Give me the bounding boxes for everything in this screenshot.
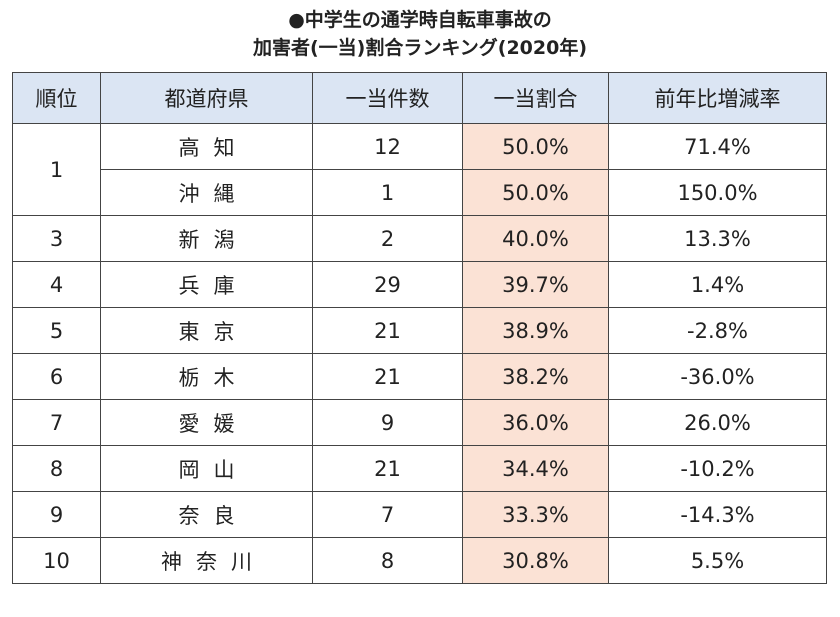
table-row: 4 兵庫 29 39.7% 1.4% (12, 261, 827, 308)
rank-cell: 1 (12, 123, 101, 216)
ratio-cell: 38.2% (462, 353, 609, 400)
change-cell: 150.0% (608, 169, 827, 216)
count-cell: 7 (312, 491, 463, 538)
change-cell: 71.4% (608, 123, 827, 170)
rank-cell: 6 (12, 353, 101, 400)
prefecture-cell: 沖縄 (100, 169, 313, 216)
count-cell: 1 (312, 169, 463, 216)
table-row: 9 奈良 7 33.3% -14.3% (12, 491, 827, 538)
count-cell: 2 (312, 215, 463, 262)
header-rank: 順位 (12, 72, 101, 124)
table-row: 8 岡山 21 34.4% -10.2% (12, 445, 827, 492)
title-line-2: 加害者(一当)割合ランキング(2020年) (252, 37, 588, 59)
change-cell: 13.3% (608, 215, 827, 262)
table-row: 3 新潟 2 40.0% 13.3% (12, 215, 827, 262)
table-row: 6 栃木 21 38.2% -36.0% (12, 353, 827, 400)
count-cell: 12 (312, 123, 463, 170)
title-line-1: ●中学生の通学時自転車事故の (288, 9, 552, 31)
prefecture-cell: 神奈川 (100, 537, 313, 584)
change-cell: -36.0% (608, 353, 827, 400)
rank-cell: 8 (12, 445, 101, 492)
count-cell: 21 (312, 445, 463, 492)
count-cell: 21 (312, 353, 463, 400)
ratio-cell: 40.0% (462, 215, 609, 262)
header-count: 一当件数 (312, 72, 463, 124)
table-header-row: 順位 都道府県 一当件数 一当割合 前年比増減率 (12, 72, 827, 124)
rank-cell: 9 (12, 491, 101, 538)
prefecture-cell: 岡山 (100, 445, 313, 492)
prefecture-cell: 栃木 (100, 353, 313, 400)
header-change: 前年比増減率 (608, 72, 827, 124)
table-row: 1 高知 12 50.0% 71.4% (12, 123, 827, 216)
ratio-cell: 50.0% (462, 123, 609, 170)
ratio-cell: 30.8% (462, 537, 609, 584)
rank-cell: 4 (12, 261, 101, 308)
ranking-table: 順位 都道府県 一当件数 一当割合 前年比増減率 1 高知 12 50.0% 7… (12, 72, 827, 584)
rank-cell: 3 (12, 215, 101, 262)
table-row: 10 神奈川 8 30.8% 5.5% (12, 537, 827, 584)
change-cell: 5.5% (608, 537, 827, 584)
rank-cell: 10 (12, 537, 101, 584)
prefecture-cell: 奈良 (100, 491, 313, 538)
table-row: 沖縄 1 50.0% 150.0% (13, 169, 827, 216)
header-prefecture: 都道府県 (100, 72, 313, 124)
table-body: 1 高知 12 50.0% 71.4% 沖縄 1 50.0% 150.0% 3 … (12, 123, 827, 584)
change-cell: -2.8% (608, 307, 827, 354)
prefecture-cell: 東京 (100, 307, 313, 354)
prefecture-cell: 愛媛 (100, 399, 313, 446)
ratio-cell: 34.4% (462, 445, 609, 492)
rank-cell: 7 (12, 399, 101, 446)
change-cell: -14.3% (608, 491, 827, 538)
ratio-cell: 50.0% (462, 169, 609, 216)
change-cell: -10.2% (608, 445, 827, 492)
count-cell: 9 (312, 399, 463, 446)
header-ratio: 一当割合 (462, 72, 609, 124)
rank-cell: 5 (12, 307, 101, 354)
change-cell: 26.0% (608, 399, 827, 446)
table-row: 7 愛媛 9 36.0% 26.0% (12, 399, 827, 446)
count-cell: 21 (312, 307, 463, 354)
prefecture-cell: 新潟 (100, 215, 313, 262)
count-cell: 8 (312, 537, 463, 584)
ratio-cell: 36.0% (462, 399, 609, 446)
ratio-cell: 39.7% (462, 261, 609, 308)
prefecture-cell: 高知 (100, 123, 313, 170)
count-cell: 29 (312, 261, 463, 308)
prefecture-cell: 兵庫 (100, 261, 313, 308)
ratio-cell: 38.9% (462, 307, 609, 354)
change-cell: 1.4% (608, 261, 827, 308)
table-row: 5 東京 21 38.9% -2.8% (12, 307, 827, 354)
page-title: ●中学生の通学時自転車事故の 加害者(一当)割合ランキング(2020年) (0, 0, 840, 62)
ratio-cell: 33.3% (462, 491, 609, 538)
